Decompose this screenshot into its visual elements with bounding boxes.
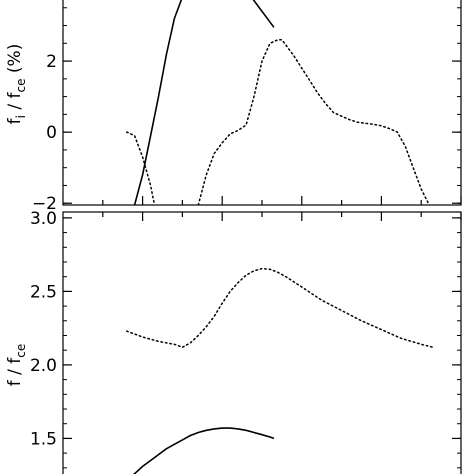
bottom-y-tick-label: 2.0	[30, 356, 57, 376]
top-plot-area: 2 0 −2	[32, 0, 462, 214]
top-series-2-dotted-line	[125, 131, 156, 205]
top-series-0-solid-line	[133, 0, 183, 205]
top-plot-frame	[62, 0, 462, 206]
top-series-1-solid-line	[252, 0, 275, 28]
top-panel: 2 0 −2 fi / fce (%)	[5, 0, 462, 214]
bottom-y-tick-label: 2.5	[30, 282, 57, 302]
bottom-y-tick-label: 1.5	[30, 429, 57, 449]
top-y-tick-label: −2	[32, 194, 57, 214]
top-y-tick-label: 2	[46, 52, 57, 72]
top-y-axis-label: fi / fce (%)	[5, 44, 28, 125]
bottom-plot-area: 3.0 2.5 2.0 1.5	[30, 209, 462, 474]
bottom-series-1-solid-line	[132, 427, 275, 474]
bottom-panel: 3.0 2.5 2.0 1.5 f / fce	[5, 209, 462, 474]
top-series-3-dotted-line	[197, 39, 430, 205]
bottom-y-axis-label: f / fce	[5, 344, 28, 387]
top-y-tick-label: 0	[46, 123, 57, 143]
bottom-y-tick-label: 3.0	[30, 209, 57, 229]
bottom-series-0-dotted-line	[125, 267, 434, 349]
